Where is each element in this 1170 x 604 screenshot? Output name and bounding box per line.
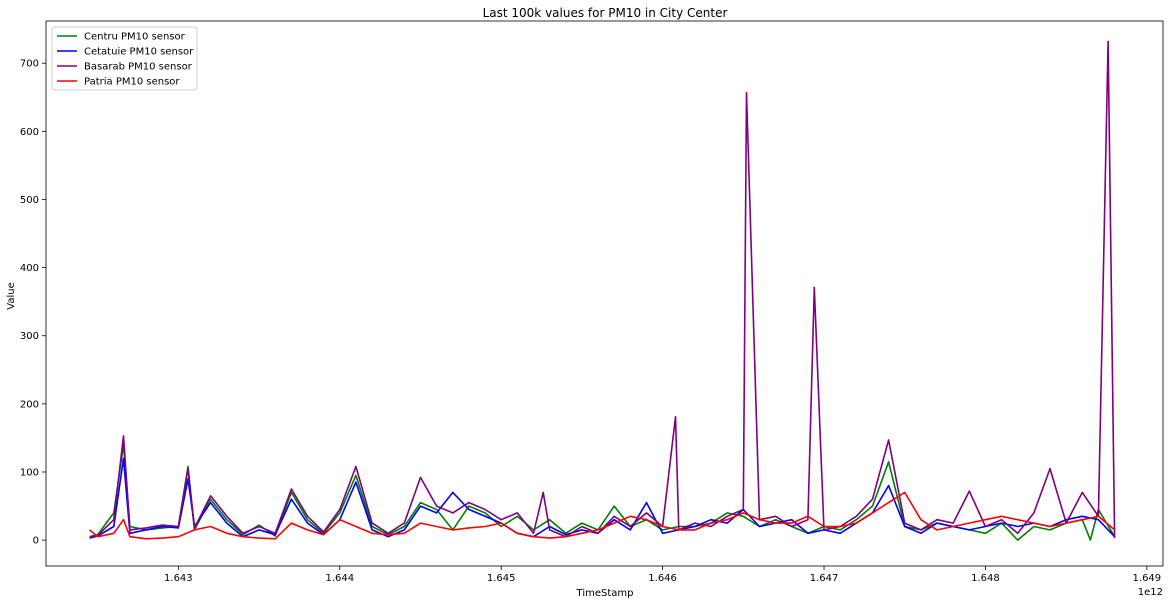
x-tick-label: 1.646 [648,573,677,584]
plot-frame [45,20,1164,567]
x-tick-label: 1.643 [164,573,193,584]
series-line-4 [89,491,1116,540]
x-axis-offset-label: 1e12 [1138,587,1163,598]
legend-label: Centru PM10 sensor [84,32,186,43]
y-tick-label: 0 [33,536,39,547]
x-tick-label: 1.648 [971,573,1000,584]
y-tick-label: 300 [20,331,39,342]
x-axis: 1.643 1.644 1.645 1.646 1.647 1.648 1.649 [164,566,1161,584]
y-tick-label: 500 [20,195,39,206]
y-tick-label: 700 [20,59,39,70]
series-line-3 [89,40,1116,539]
chart-title: Last 100k values for PM10 in City Center [483,6,728,20]
series-line-1 [89,443,1116,541]
legend-label: Cetatuie PM10 sensor [84,47,194,58]
legend-label: Patria PM10 sensor [84,77,180,88]
x-tick-label: 1.645 [487,573,516,584]
legend-label: Basarab PM10 sensor [84,62,193,73]
y-tick-label: 200 [20,399,39,410]
x-tick-label: 1.644 [325,573,354,584]
legend-box [51,26,198,91]
y-tick-label: 400 [20,263,39,274]
series-line-2 [89,457,1116,539]
y-tick-label: 100 [20,467,39,478]
x-axis-title: TimeStamp [576,588,634,599]
y-axis-title: Value [6,282,17,309]
legend: Centru PM10 sensor Cetatuie PM10 sensor Ba… [51,26,198,91]
y-axis: 0 100 200 300 400 500 600 700 [20,59,46,547]
series-layer [89,40,1116,541]
x-tick-label: 1.649 [1133,573,1162,584]
x-tick-label: 1.647 [810,573,839,584]
y-tick-label: 600 [20,127,39,138]
